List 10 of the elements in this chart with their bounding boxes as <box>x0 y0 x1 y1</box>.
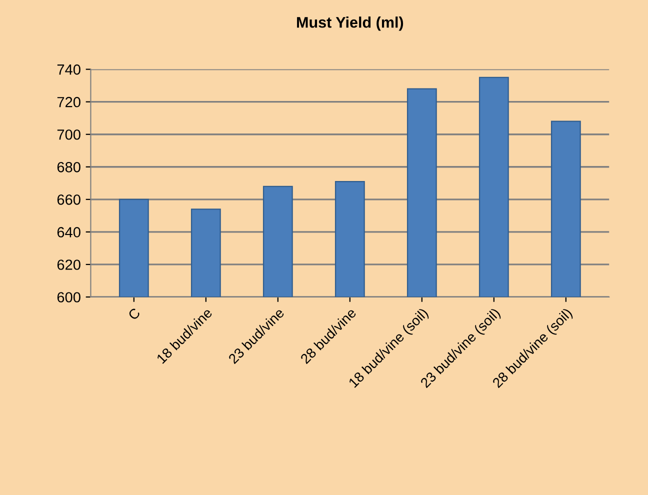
y-tick-label: 600 <box>57 292 80 302</box>
y-tick-label: 740 <box>57 64 80 75</box>
y-tick-label: 720 <box>57 96 80 108</box>
chart-title: Must Yield (ml) <box>297 16 404 31</box>
y-tick-label: 640 <box>57 227 80 238</box>
y-tick-label: 680 <box>57 162 80 172</box>
y-tick-label: 620 <box>57 260 80 270</box>
y-tick-label: 660 <box>57 194 80 205</box>
y-tick-label: 700 <box>57 129 80 140</box>
x-tick-label: C <box>128 307 141 321</box>
